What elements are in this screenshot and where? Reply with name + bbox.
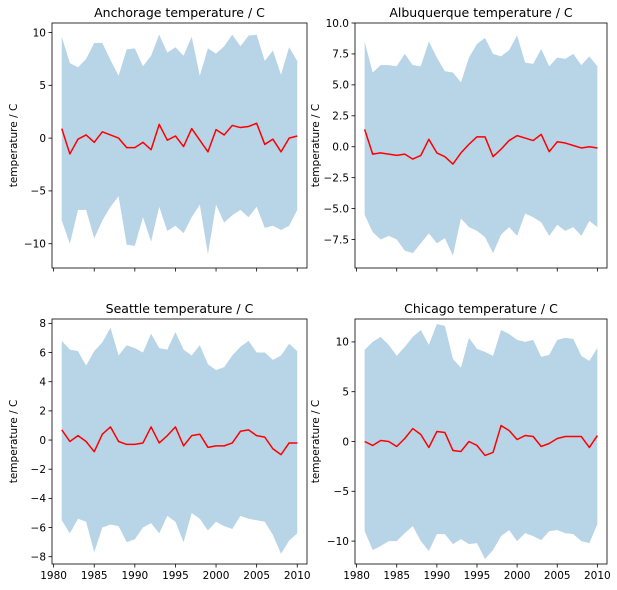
anchorage-title: Anchorage temperature / C [94,5,265,20]
seattle-ytick-label: 6 [39,347,46,359]
seattle-xtick-label: 2010 [284,570,311,582]
seattle-ytick-label: 8 [39,318,46,330]
albuquerque-ylabel: temperature / C [310,104,322,188]
albuquerque-ytick-label: 0.0 [332,142,349,154]
albuquerque-axes-frame [354,22,608,269]
seattle-xtick-label: 2000 [203,570,230,582]
seattle-xtick-label: 2005 [243,570,270,582]
anchorage-range-band [61,34,298,255]
seattle-xtick-label: 1990 [121,570,148,582]
chicago-ytick-label: 5 [342,387,349,399]
chicago-xtick-label: 1990 [423,570,450,582]
anchorage-ytick-label: −10 [24,239,46,251]
albuquerque-ytick-label: 5.0 [332,80,349,92]
chicago-ytick-label: 0 [342,436,349,448]
anchorage-axes-frame [51,22,308,269]
seattle-ytick-label: −8 [31,552,46,564]
seattle-xtick-label: 1995 [162,570,189,582]
albuquerque-title: Albuquerque temperature / C [389,5,573,20]
seattle-axes-frame [51,318,308,565]
chicago-title: Chicago temperature / C [404,301,558,316]
albuquerque-ytick-label: −5.0 [324,203,350,215]
chicago-xtick-label: 2010 [584,570,611,582]
chicago-xtick-label: 2005 [544,570,571,582]
chicago-mean-line [364,424,598,457]
chicago-ytick-label: −10 [327,536,349,548]
albuquerque-ytick-label: −7.5 [324,234,350,246]
albuquerque-range-band [364,35,598,256]
albuquerque-panel: −7.5 −5.0 −2.5 0.0 2.5 5.0 7.5 10.0 Albuquerque … [310,5,608,272]
anchorage-ytick-label: 5 [39,80,46,92]
seattle-xtick-label: 1985 [81,570,108,582]
seattle-range-band [61,327,298,554]
seattle-ytick-label: −2 [31,464,46,476]
albuquerque-mean-line [363,129,598,165]
anchorage-mean-line [61,122,298,155]
albuquerque-ytick-label: −2.5 [324,172,350,184]
chicago-xtick-label: 1995 [464,570,491,582]
chicago-panel: 1980 1985 1990 1995 2000 2005 2010 −10 −5 0 5 10 Chi… [310,301,611,582]
chicago-ytick-label: 10 [336,337,349,349]
seattle-ytick-label: 4 [39,377,46,389]
seattle-ytick-label: 2 [39,406,46,418]
chicago-ytick-label: −5 [334,486,349,498]
seattle-title: Seattle temperature / C [106,301,254,316]
albuquerque-ytick-label: 7.5 [332,49,349,61]
chicago-xtick-label: 2000 [504,570,531,582]
seattle-ytick-label: 0 [39,435,46,447]
chicago-xtick-label: 1980 [343,570,370,582]
seattle-ylabel: temperature / C [8,400,20,484]
chicago-xtick-label: 1985 [383,570,410,582]
anchorage-ytick-label: −5 [31,186,46,198]
anchorage-ytick-label: 10 [33,27,46,39]
seattle-xtick-label: 1980 [40,570,67,582]
chicago-range-band [364,323,598,560]
seattle-mean-line [61,426,298,456]
anchorage-ytick-label: 0 [39,133,46,145]
seattle-ytick-label: −6 [31,522,47,534]
chicago-ylabel: temperature / C [310,400,322,484]
anchorage-panel: −10 −5 0 5 10 Anchorage temperature / C temper… [8,5,308,272]
seattle-ytick-label: −4 [31,493,47,505]
albuquerque-ytick-label: 10.0 [326,18,349,30]
seattle-panel: 1980 1985 1990 1995 2000 2005 2010 −8 −6 −4 −2 0 2 4 6… [8,301,311,582]
albuquerque-ytick-label: 2.5 [332,111,349,123]
anchorage-ylabel: temperature / C [8,104,20,188]
